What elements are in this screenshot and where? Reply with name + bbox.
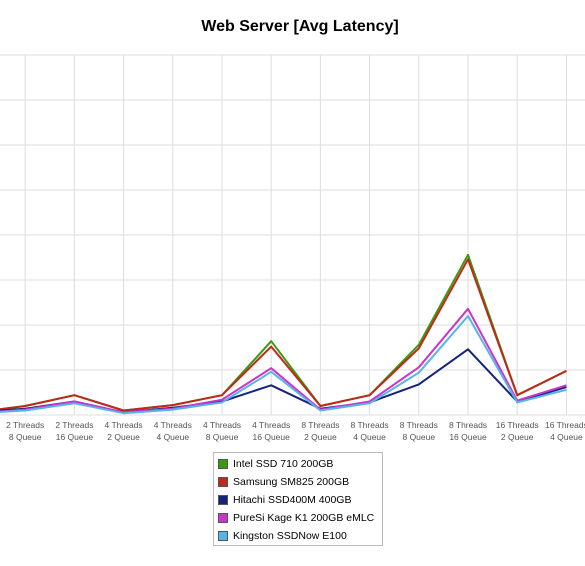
- series-line-4: [0, 307, 567, 414]
- x-tick-label: 8 Threads 8 Queue: [400, 420, 438, 442]
- legend-swatch: [218, 531, 228, 541]
- x-tick-label: 4 Threads 16 Queue: [252, 420, 290, 442]
- chart-title: Web Server [Avg Latency]: [201, 18, 399, 35]
- legend-item: Hitachi SSD400M 400GB: [218, 491, 378, 509]
- chart-grid: [0, 54, 585, 416]
- legend-label: PureSi Kage K1 200GB eMLC: [233, 512, 375, 524]
- legend-item: Samsung SM825 200GB: [218, 473, 378, 491]
- legend-label: Intel SSD 710 200GB: [233, 458, 334, 470]
- chart-legend: Intel SSD 710 200GB Samsung SM825 200GB Hi…: [213, 452, 383, 546]
- legend-item: Intel SSD 710 200GB: [218, 455, 378, 473]
- x-tick-label: 8 Threads 4 Queue: [351, 420, 389, 442]
- legend-label: Kingston SSDNow E100: [233, 530, 347, 542]
- legend-swatch: [218, 477, 228, 487]
- legend-swatch: [218, 459, 228, 469]
- x-tick-label: 8 Threads 16 Queue: [449, 420, 487, 442]
- series-line-5: [0, 315, 567, 415]
- x-tick-label: 8 Threads 2 Queue: [301, 420, 339, 442]
- x-tick-label: 4 Threads 8 Queue: [203, 420, 241, 442]
- x-tick-label: 2 Threads 8 Queue: [6, 420, 44, 442]
- x-tick-label: 4 Threads 2 Queue: [105, 420, 143, 442]
- series-line-2: [0, 258, 567, 412]
- x-tick-label: 16 Threads 4 Queue: [545, 420, 585, 442]
- x-tick-label: 2 Threads 16 Queue: [55, 420, 93, 442]
- legend-item: Kingston SSDNow E100: [218, 527, 378, 545]
- legend-swatch: [218, 495, 228, 505]
- x-tick-label: 16 Threads 2 Queue: [496, 420, 539, 442]
- chart-series: [0, 253, 567, 415]
- x-tick-label: 4 Threads 4 Queue: [154, 420, 192, 442]
- legend-label: Hitachi SSD400M 400GB: [233, 494, 352, 506]
- legend-swatch: [218, 513, 228, 523]
- legend-label: Samsung SM825 200GB: [233, 476, 350, 488]
- legend-item: PureSi Kage K1 200GB eMLC: [218, 509, 378, 527]
